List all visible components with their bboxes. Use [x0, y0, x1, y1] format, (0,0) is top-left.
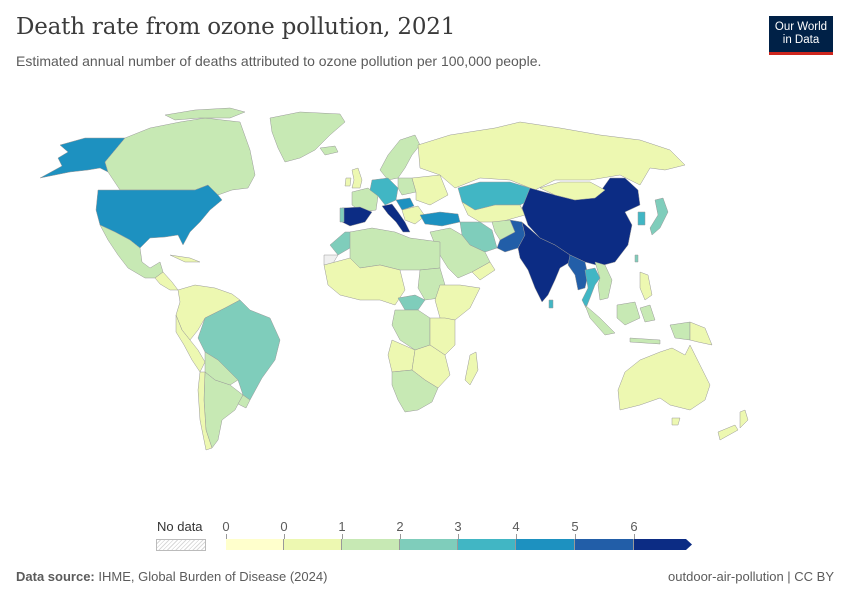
region-germany[interactable]	[369, 177, 399, 206]
logo-line-2: in Data	[782, 34, 820, 46]
data-source: Data source: IHME, Global Burden of Dise…	[16, 569, 327, 584]
region-mexico[interactable]	[99, 224, 164, 279]
region-italy[interactable]	[381, 203, 411, 233]
legend-tick-label: 5	[571, 519, 579, 534]
data-source-text[interactable]: IHME, Global Burden of Disease (2024)	[98, 569, 328, 584]
region-canada[interactable]	[104, 117, 256, 196]
region-north-africa[interactable]	[349, 227, 441, 271]
data-source-label: Data source:	[16, 569, 95, 584]
region-france[interactable]	[351, 187, 379, 213]
legend-bin-4[interactable]	[458, 539, 516, 550]
region-greenland[interactable]	[269, 111, 346, 163]
legend-tick	[634, 534, 635, 539]
world-map[interactable]	[0, 80, 850, 510]
legend-bin-5[interactable]	[516, 539, 575, 550]
legend-tick-label: 4	[512, 519, 520, 534]
footer-credit[interactable]: outdoor-air-pollution | CC BY	[668, 569, 834, 584]
legend-tick	[575, 534, 576, 539]
chart-title: Death rate from ozone pollution, 2021	[16, 14, 456, 40]
no-data-swatch[interactable]	[156, 539, 206, 551]
legend-tick	[342, 534, 343, 539]
legend-bin-1[interactable]	[284, 539, 342, 550]
region-car[interactable]	[397, 294, 426, 311]
region-scandinavia[interactable]	[379, 134, 421, 181]
region-uk[interactable]	[351, 167, 363, 189]
legend-tick	[516, 534, 517, 539]
no-data-label: No data	[157, 519, 203, 534]
region-thailand[interactable]	[581, 267, 601, 309]
region-horn[interactable]	[434, 284, 481, 321]
region-turkey[interactable]	[419, 211, 461, 227]
logo-line-1: Our World	[774, 21, 828, 33]
legend-tick	[226, 534, 227, 539]
region-southern-africa[interactable]	[391, 369, 439, 413]
owid-logo[interactable]: Our World in Data	[769, 16, 833, 55]
legend-bin-7-arrow[interactable]	[634, 539, 694, 550]
region-japan[interactable]	[649, 197, 669, 236]
chart-subtitle: Estimated annual number of deaths attrib…	[16, 53, 542, 69]
legend-tick-label: 1	[338, 519, 346, 534]
legend-tick-label: 3	[454, 519, 462, 534]
legend-tick-label: 0	[222, 519, 230, 534]
region-argentina[interactable]	[203, 371, 244, 449]
region-myanmar[interactable]	[567, 254, 589, 291]
legend-bin-6[interactable]	[575, 539, 634, 550]
legend-bin-3[interactable]	[400, 539, 458, 550]
legend-tick	[284, 534, 285, 539]
legend-bin-2[interactable]	[342, 539, 400, 550]
legend-tick	[458, 534, 459, 539]
legend-tick-label: 2	[396, 519, 404, 534]
legend-tick-label: 6	[630, 519, 638, 534]
region-madagascar[interactable]	[464, 351, 479, 386]
region-russia[interactable]	[417, 121, 686, 191]
legend-tick	[400, 534, 401, 539]
color-legend: No data 0 0 1 2 3 4 5 6	[0, 515, 850, 555]
region-india[interactable]	[517, 221, 571, 303]
region-australia[interactable]	[617, 344, 711, 411]
legend-bin-0[interactable]	[226, 539, 284, 550]
legend-tick-label: 0	[280, 519, 288, 534]
region-indonesia[interactable]	[584, 304, 616, 336]
